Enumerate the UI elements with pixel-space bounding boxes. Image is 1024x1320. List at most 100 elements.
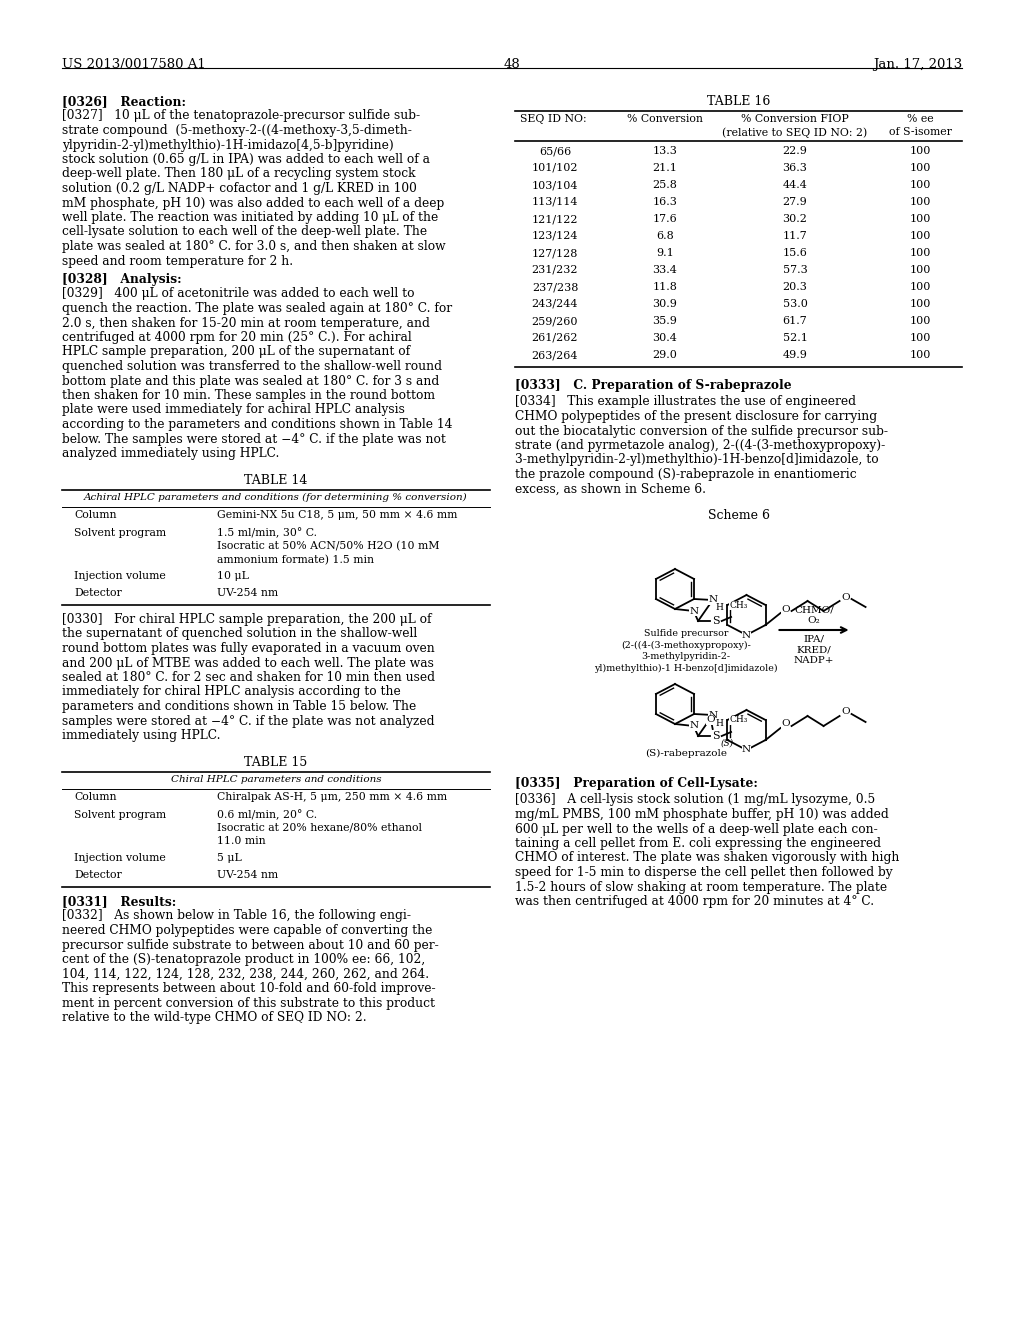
Text: 15.6: 15.6 [782,248,808,257]
Text: CHMO polypeptides of the present disclosure for carrying: CHMO polypeptides of the present disclos… [515,411,878,422]
Text: H: H [716,603,724,612]
Text: O: O [842,708,850,717]
Text: strate (and pyrmetazole analog), 2-((4-(3-methoxypropoxy)-: strate (and pyrmetazole analog), 2-((4-(… [515,440,886,451]
Text: [0330]   For chiral HPLC sample preparation, the 200 μL of: [0330] For chiral HPLC sample preparatio… [62,612,431,626]
Text: 237/238: 237/238 [531,282,579,292]
Text: according to the parameters and conditions shown in Table 14: according to the parameters and conditio… [62,418,453,432]
Text: 49.9: 49.9 [782,350,808,360]
Text: % Conversion: % Conversion [627,114,702,124]
Text: 100: 100 [909,248,931,257]
Text: Achiral HPLC parameters and conditions (for determining % conversion): Achiral HPLC parameters and conditions (… [84,492,468,502]
Text: Detector: Detector [74,870,122,880]
Text: H: H [716,718,724,727]
Text: 100: 100 [909,214,931,224]
Text: % Conversion FIOP: % Conversion FIOP [741,114,849,124]
Text: 53.0: 53.0 [782,300,808,309]
Text: 100: 100 [909,300,931,309]
Text: was then centrifuged at 4000 rpm for 20 minutes at 4° C.: was then centrifuged at 4000 rpm for 20 … [515,895,874,908]
Text: below. The samples were stored at −4° C. if the plate was not: below. The samples were stored at −4° C.… [62,433,445,446]
Text: 3-methylpyridin-2-yl)methylthio)-1H-benzo[d]imidazole, to: 3-methylpyridin-2-yl)methylthio)-1H-benz… [515,454,879,466]
Text: immediately for chiral HPLC analysis according to the: immediately for chiral HPLC analysis acc… [62,685,400,698]
Text: 25.8: 25.8 [652,180,678,190]
Text: 11.8: 11.8 [652,282,678,292]
Text: 2.0 s, then shaken for 15-20 min at room temperature, and: 2.0 s, then shaken for 15-20 min at room… [62,317,430,330]
Text: CH₃: CH₃ [729,715,748,725]
Text: 100: 100 [909,282,931,292]
Text: SEQ ID NO:: SEQ ID NO: [520,114,587,124]
Text: Isocratic at 50% ACN/50% H2O (10 mM: Isocratic at 50% ACN/50% H2O (10 mM [217,541,439,552]
Text: N: N [709,595,718,605]
Text: 1.5-2 hours of slow shaking at room temperature. The plate: 1.5-2 hours of slow shaking at room temp… [515,880,887,894]
Text: 100: 100 [909,231,931,242]
Text: 11.7: 11.7 [782,231,807,242]
Text: Detector: Detector [74,587,122,598]
Text: 5 μL: 5 μL [217,853,242,863]
Text: the supernatant of quenched solution in the shallow-well: the supernatant of quenched solution in … [62,627,417,640]
Text: quench the reaction. The plate was sealed again at 180° C. for: quench the reaction. The plate was seale… [62,302,453,315]
Text: speed for 1-5 min to disperse the cell pellet then followed by: speed for 1-5 min to disperse the cell p… [515,866,893,879]
Text: 100: 100 [909,162,931,173]
Text: 127/128: 127/128 [531,248,579,257]
Text: ment in percent conversion of this substrate to this product: ment in percent conversion of this subst… [62,997,435,1010]
Text: 113/114: 113/114 [531,197,579,207]
Text: 263/264: 263/264 [531,350,579,360]
Text: centrifuged at 4000 rpm for 20 min (25° C.). For achiral: centrifuged at 4000 rpm for 20 min (25° … [62,331,412,345]
Text: deep-well plate. Then 180 μL of a recycling system stock: deep-well plate. Then 180 μL of a recycl… [62,168,416,181]
Text: Solvent program: Solvent program [74,528,166,537]
Text: Injection volume: Injection volume [74,853,166,863]
Text: Chiralpak AS-H, 5 μm, 250 mm × 4.6 mm: Chiralpak AS-H, 5 μm, 250 mm × 4.6 mm [217,792,447,803]
Text: precursor sulfide substrate to between about 10 and 60 per-: precursor sulfide substrate to between a… [62,939,438,952]
Text: well plate. The reaction was initiated by adding 10 μL of the: well plate. The reaction was initiated b… [62,211,438,224]
Text: 65/66: 65/66 [539,147,571,156]
Text: of S-isomer: of S-isomer [889,127,951,137]
Text: 30.9: 30.9 [652,300,678,309]
Text: speed and room temperature for 2 h.: speed and room temperature for 2 h. [62,255,293,268]
Text: Jan. 17, 2013: Jan. 17, 2013 [872,58,962,71]
Text: (S): (S) [721,739,734,748]
Text: 30.2: 30.2 [782,214,808,224]
Text: cell-lysate solution to each well of the deep-well plate. The: cell-lysate solution to each well of the… [62,226,427,239]
Text: samples were stored at −4° C. if the plate was not analyzed: samples were stored at −4° C. if the pla… [62,714,434,727]
Text: IPA/
KRED/
NADP+: IPA/ KRED/ NADP+ [794,635,835,665]
Text: [0332]   As shown below in Table 16, the following engi-: [0332] As shown below in Table 16, the f… [62,909,411,923]
Text: 261/262: 261/262 [531,333,579,343]
Text: 0.6 ml/min, 20° C.: 0.6 ml/min, 20° C. [217,809,317,820]
Text: 48: 48 [504,58,520,71]
Text: O: O [842,593,850,602]
Text: solution (0.2 g/L NADP+ cofactor and 1 g/L KRED in 100: solution (0.2 g/L NADP+ cofactor and 1 g… [62,182,417,195]
Text: O: O [781,605,790,614]
Text: taining a cell pellet from E. coli expressing the engineered: taining a cell pellet from E. coli expre… [515,837,881,850]
Text: Column: Column [74,792,117,803]
Text: mg/mL PMBS, 100 mM phosphate buffer, pH 10) was added: mg/mL PMBS, 100 mM phosphate buffer, pH … [515,808,889,821]
Text: ammonium formate) 1.5 min: ammonium formate) 1.5 min [217,554,374,565]
Text: US 2013/0017580 A1: US 2013/0017580 A1 [62,58,206,71]
Text: N: N [742,631,751,639]
Text: 101/102: 101/102 [531,162,579,173]
Text: Solvent program: Solvent program [74,809,166,820]
Text: 27.9: 27.9 [782,197,807,207]
Text: [0331]   Results:: [0331] Results: [62,895,176,908]
Text: sealed at 180° C. for 2 sec and shaken for 10 min then used: sealed at 180° C. for 2 sec and shaken f… [62,671,435,684]
Text: 21.1: 21.1 [652,162,678,173]
Text: 61.7: 61.7 [782,315,807,326]
Text: TABLE 15: TABLE 15 [245,755,307,768]
Text: 103/104: 103/104 [531,180,579,190]
Text: 52.1: 52.1 [782,333,808,343]
Text: then shaken for 10 min. These samples in the round bottom: then shaken for 10 min. These samples in… [62,389,435,403]
Text: [0327]   10 μL of the tenatoprazole-precursor sulfide sub-: [0327] 10 μL of the tenatoprazole-precur… [62,110,420,123]
Text: O: O [707,715,715,725]
Text: 1.5 ml/min, 30° C.: 1.5 ml/min, 30° C. [217,528,317,539]
Text: mM phosphate, pH 10) was also added to each well of a deep: mM phosphate, pH 10) was also added to e… [62,197,444,210]
Text: 13.3: 13.3 [652,147,678,156]
Text: stock solution (0.65 g/L in IPA) was added to each well of a: stock solution (0.65 g/L in IPA) was add… [62,153,430,166]
Text: [0334]   This example illustrates the use of engineered: [0334] This example illustrates the use … [515,396,856,408]
Text: 57.3: 57.3 [782,265,807,275]
Text: 100: 100 [909,350,931,360]
Text: and 200 μL of MTBE was added to each well. The plate was: and 200 μL of MTBE was added to each wel… [62,656,434,669]
Text: 9.1: 9.1 [656,248,674,257]
Text: This represents between about 10-fold and 60-fold improve-: This represents between about 10-fold an… [62,982,435,995]
Text: 600 μL per well to the wells of a deep-well plate each con-: 600 μL per well to the wells of a deep-w… [515,822,878,836]
Text: 11.0 min: 11.0 min [217,837,265,846]
Text: out the biocatalytic conversion of the sulfide precursor sub-: out the biocatalytic conversion of the s… [515,425,888,437]
Text: 33.4: 33.4 [652,265,678,275]
